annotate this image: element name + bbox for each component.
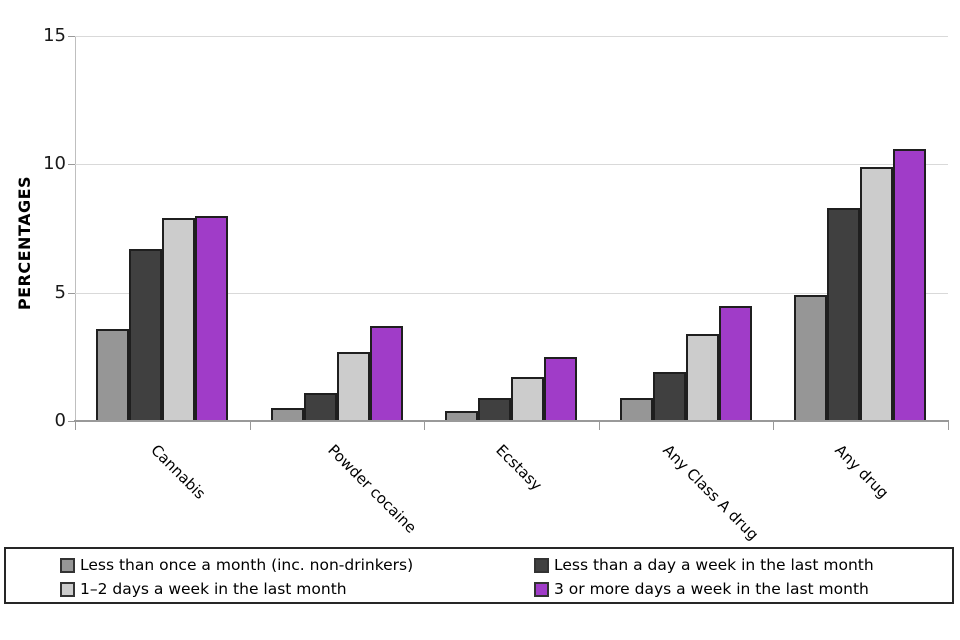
legend-swatch-lightgray-icon xyxy=(60,581,75,597)
x-axis-line xyxy=(74,420,949,422)
bar-series1-cannabis xyxy=(96,328,129,421)
legend-swatch-dark-icon xyxy=(534,557,549,573)
x-tick-mark xyxy=(249,422,251,430)
gridline-15 xyxy=(75,36,948,37)
bar-series4-any-drug xyxy=(893,148,927,421)
bar-series1-ecstasy xyxy=(445,410,479,421)
x-tick-mark xyxy=(948,422,949,430)
x-tick-mark xyxy=(598,422,600,430)
y-tick-label-15: 15 xyxy=(43,25,66,46)
y-axis-line xyxy=(75,36,76,421)
bar-series2-any-drug xyxy=(827,207,861,421)
y-tick-mark xyxy=(68,421,75,422)
bar-series4-cannabis xyxy=(195,215,228,421)
x-tick-mark xyxy=(75,422,76,430)
bar-series3-any-drug xyxy=(860,166,894,421)
legend-item: 1–2 days a week in the last month xyxy=(60,577,347,601)
legend-label: Less than a day a week in the last month xyxy=(554,556,874,574)
bar-series4-ecstasy xyxy=(544,356,578,421)
legend: Less than once a month (inc. non-drinker… xyxy=(4,547,954,604)
bar-series4-powder-cocaine xyxy=(369,326,403,421)
bar-series3-any-class-a-drug xyxy=(685,333,719,421)
bar-series1-any-drug xyxy=(794,295,828,421)
category-label-ecstasy: Ecstasy xyxy=(491,441,546,495)
legend-label: 3 or more days a week in the last month xyxy=(554,580,869,598)
legend-label: 1–2 days a week in the last month xyxy=(80,580,347,598)
legend-swatch-purple-icon xyxy=(534,581,549,597)
category-label-cannabis: Cannabis xyxy=(147,441,210,503)
bar-series3-powder-cocaine xyxy=(336,351,370,421)
bar-series1-powder-cocaine xyxy=(270,408,304,421)
bar-series3-ecstasy xyxy=(511,377,545,421)
category-label-powder-cocaine: Powder cocaine xyxy=(324,441,420,537)
y-tick-mark xyxy=(68,292,75,294)
y-tick-label-5: 5 xyxy=(54,281,66,303)
y-tick-label-10: 10 xyxy=(43,153,66,175)
gridline-10 xyxy=(75,164,948,166)
gridline-5 xyxy=(75,292,948,294)
legend-item: Less than a day a week in the last month xyxy=(534,553,874,577)
legend-label: Less than once a month (inc. non-drinker… xyxy=(80,556,414,574)
y-tick-mark xyxy=(68,36,75,37)
bar-series2-any-class-a-drug xyxy=(652,372,686,421)
bar-series2-powder-cocaine xyxy=(303,392,337,421)
category-label-any-drug: Any drug xyxy=(830,441,892,502)
x-tick-mark xyxy=(424,422,426,430)
bar-series3-cannabis xyxy=(162,218,195,421)
y-tick-label-0: 0 xyxy=(54,410,66,431)
bar-series2-ecstasy xyxy=(478,397,512,421)
bar-series4-any-class-a-drug xyxy=(718,305,752,421)
x-tick-mark xyxy=(773,422,775,430)
legend-item: Less than once a month (inc. non-drinker… xyxy=(60,553,413,577)
y-tick-mark xyxy=(68,164,75,166)
bar-series2-cannabis xyxy=(129,249,162,421)
legend-item: 3 or more days a week in the last month xyxy=(534,577,869,601)
bar-series1-any-class-a-drug xyxy=(619,397,653,421)
legend-swatch-gray-icon xyxy=(60,557,75,573)
category-label-any-class-a: Any Class A drug xyxy=(659,441,763,544)
